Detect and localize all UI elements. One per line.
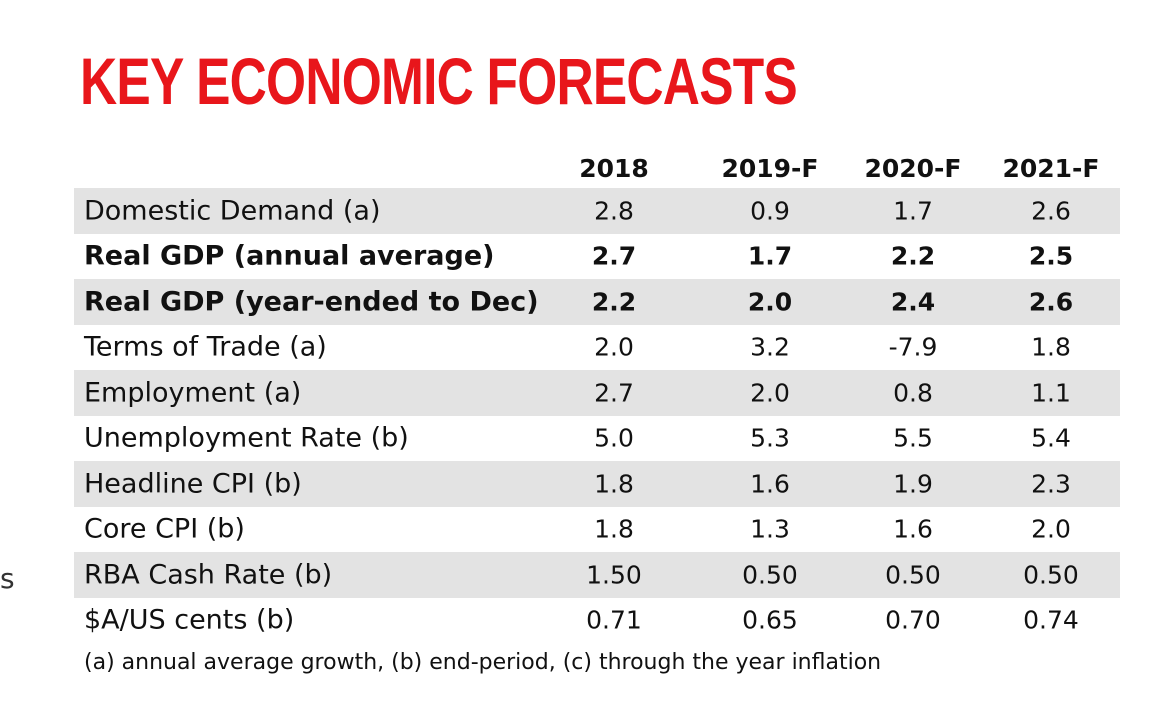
table-cell: 0.50 [742, 560, 798, 590]
table-cell: 0.50 [885, 560, 941, 590]
table-cell: 1.8 [1031, 332, 1071, 362]
table-row: Core CPI (b) 1.8 1.3 1.6 2.0 [74, 507, 1120, 553]
table-cell: 2.4 [890, 287, 936, 317]
table-cell: 1.8 [594, 514, 634, 544]
table-cell: 2.6 [1031, 196, 1071, 226]
table-row: Headline CPI (b) 1.8 1.6 1.9 2.3 [74, 461, 1120, 507]
table-cell: 1.7 [747, 241, 793, 271]
table-cell: 5.4 [1031, 423, 1071, 453]
row-label: Unemployment Rate (b) [84, 422, 409, 454]
row-label: Core CPI (b) [84, 513, 245, 545]
column-header-2018: 2018 [579, 154, 649, 183]
table-row: Terms of Trade (a) 2.0 3.2 -7.9 1.8 [74, 325, 1120, 371]
table-row: RBA Cash Rate (b) 1.50 0.50 0.50 0.50 [74, 552, 1120, 598]
table-row: Domestic Demand (a) 2.8 0.9 1.7 2.6 [74, 188, 1120, 234]
table-cell: 5.3 [750, 423, 790, 453]
row-label: RBA Cash Rate (b) [84, 559, 333, 591]
row-label: Employment (a) [84, 377, 302, 409]
table-cell: 2.2 [591, 287, 637, 317]
footnote: (a) annual average growth, (b) end-perio… [84, 650, 882, 675]
table-cell: 1.1 [1031, 378, 1071, 408]
table-cell: 3.2 [750, 332, 790, 362]
table-row: Employment (a) 2.7 2.0 0.8 1.1 [74, 370, 1120, 416]
table-cell: 5.5 [893, 423, 933, 453]
table-cell: 0.50 [1023, 560, 1079, 590]
table-cell: 0.9 [750, 196, 790, 226]
column-header-2020-f: 2020-F [864, 154, 962, 183]
table-cell: 1.6 [750, 469, 790, 499]
cropped-edge-text: s [0, 562, 15, 595]
table-row: Real GDP (year-ended to Dec) 2.2 2.0 2.4 2.6 [74, 279, 1120, 325]
page-title: KEY ECONOMIC FORECASTS [80, 44, 798, 118]
table-cell: 2.6 [1028, 287, 1074, 317]
row-label: Real GDP (annual average) [84, 240, 495, 272]
table-cell: 2.7 [594, 378, 634, 408]
column-header-2021-f: 2021-F [1002, 154, 1100, 183]
table-cell: 0.70 [885, 605, 941, 635]
row-label: $A/US cents (b) [84, 604, 295, 636]
row-label: Terms of Trade (a) [84, 331, 327, 363]
table-cell: 1.8 [594, 469, 634, 499]
table-cell: 2.8 [594, 196, 634, 226]
table-cell: 1.50 [586, 560, 642, 590]
row-label: Real GDP (year-ended to Dec) [84, 286, 539, 318]
table-cell: 0.65 [742, 605, 798, 635]
table-cell: 1.6 [893, 514, 933, 544]
table-row: $A/US cents (b) 0.71 0.65 0.70 0.74 [74, 598, 1120, 644]
table-body: Domestic Demand (a) 2.8 0.9 1.7 2.6 Real GDP … [74, 188, 1120, 643]
table-cell: 2.0 [750, 378, 790, 408]
table-cell: 2.2 [890, 241, 936, 271]
table-cell: 0.8 [893, 378, 933, 408]
table-row: Real GDP (annual average) 2.7 1.7 2.2 2.5 [74, 234, 1120, 280]
table-cell: 2.3 [1031, 469, 1071, 499]
table-cell: 2.7 [591, 241, 637, 271]
table-cell: 1.7 [893, 196, 933, 226]
table-cell: 2.5 [1028, 241, 1074, 271]
column-header-2019-f: 2019-F [721, 154, 819, 183]
row-label: Headline CPI (b) [84, 468, 302, 500]
table-cell: 1.9 [893, 469, 933, 499]
table-row: Unemployment Rate (b) 5.0 5.3 5.5 5.4 [74, 416, 1120, 462]
table-cell: 2.0 [594, 332, 634, 362]
table-cell: 0.74 [1023, 605, 1079, 635]
table-cell: -7.9 [888, 332, 938, 362]
row-label: Domestic Demand (a) [84, 195, 381, 227]
forecast-table: 2018 2019-F 2020-F 2021-F Domestic Deman… [74, 146, 1120, 643]
table-cell: 5.0 [594, 423, 634, 453]
table-cell: 2.0 [1031, 514, 1071, 544]
table-cell: 1.3 [750, 514, 790, 544]
table-cell: 0.71 [586, 605, 642, 635]
table-header: 2018 2019-F 2020-F 2021-F [74, 146, 1120, 188]
table-cell: 2.0 [747, 287, 793, 317]
